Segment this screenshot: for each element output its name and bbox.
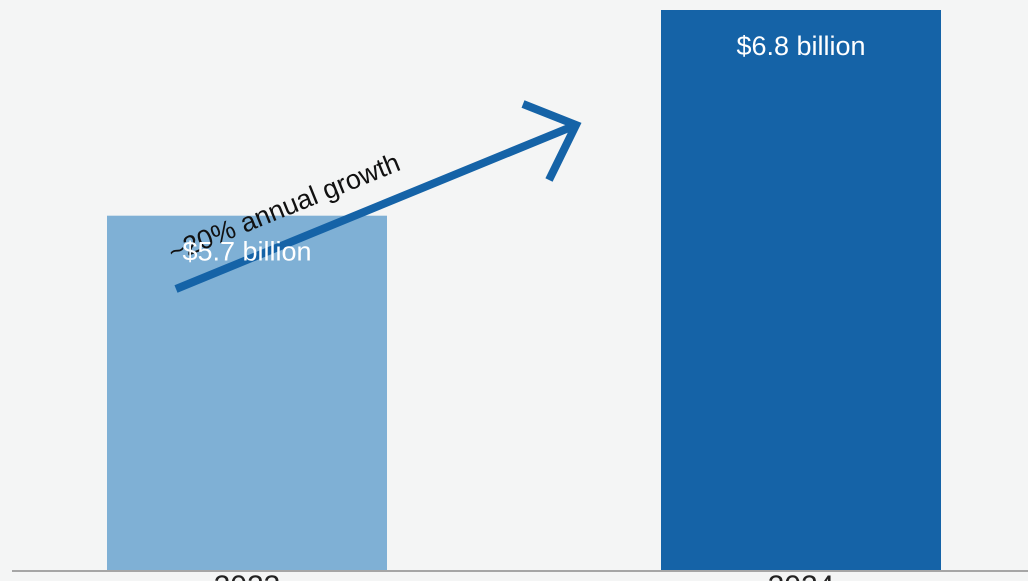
bar-value-label-2024: $6.8 billion bbox=[736, 31, 865, 61]
labels-layer: $5.7 billion 2023 $6.8 billion 2024 bbox=[182, 31, 865, 581]
bar-2024 bbox=[661, 10, 941, 571]
x-tick-label-2023: 2023 bbox=[214, 570, 281, 581]
bars-layer bbox=[107, 10, 941, 571]
x-tick-label-2024: 2024 bbox=[768, 570, 835, 581]
growth-arrow bbox=[174, 100, 582, 293]
growth-arrow-shaft bbox=[174, 121, 578, 293]
bar-2023 bbox=[107, 215, 387, 571]
bar-value-label-2023: $5.7 billion bbox=[182, 237, 311, 267]
growth-arrow-head bbox=[521, 100, 582, 182]
